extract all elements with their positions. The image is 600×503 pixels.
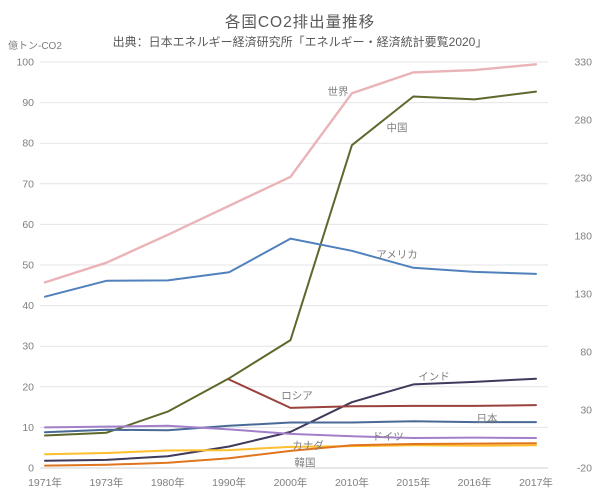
- left-axis-tick-label: 80: [22, 138, 34, 150]
- x-axis-tick-label: 2000年: [274, 476, 308, 489]
- series-label-china: 中国: [387, 121, 408, 134]
- series-label-usa: アメリカ: [376, 249, 417, 261]
- x-axis-ticks: 1971年 1973年 1980年 1990年 2000年 2010年 2015年 2016年…: [28, 476, 553, 489]
- right-axis-tick-label: 280: [574, 115, 592, 127]
- chart-title: 各国CO2排出量推移: [224, 14, 376, 31]
- series-label-canada: カナダ: [292, 439, 324, 452]
- series-label-germany: ドイツ: [372, 431, 404, 443]
- right-axis-tick-label: 230: [574, 173, 592, 185]
- series-label-india: インド: [418, 371, 450, 383]
- chart-subtitle: 出典：日本エネルギー経済研究所「エネルギー・経済統計要覧2020」: [112, 35, 488, 49]
- series-label-japan: 日本: [477, 412, 498, 425]
- series-line-germany: [44, 424, 537, 439]
- left-axis-tick-label: 20: [22, 381, 34, 393]
- series-line-russia: [228, 378, 537, 409]
- right-axis-tick-label: 30: [580, 405, 592, 417]
- series-line-canada: [44, 444, 537, 456]
- series-line-korea: [44, 442, 537, 467]
- left-axis-tick-label: 50: [22, 260, 34, 272]
- left-axis-tick-label: 90: [22, 97, 34, 109]
- series-label-korea: 韓国: [295, 457, 316, 469]
- left-axis-ticks: 0 10 20 30 40 50 60 70 80 90 100: [16, 57, 34, 475]
- series-line-india: [44, 377, 537, 462]
- left-axis-tick-label: 100: [16, 57, 34, 69]
- left-axis-tick-label: 30: [22, 341, 34, 353]
- series-line-world: [43, 63, 538, 284]
- x-axis-tick-label: 2017年: [519, 476, 553, 489]
- left-axis-tick-label: 60: [22, 219, 34, 231]
- x-axis-tick-label: 1990年: [212, 476, 246, 489]
- x-axis-tick-label: 2010年: [335, 476, 369, 489]
- right-axis-tick-label: 180: [574, 231, 592, 243]
- x-axis-tick-label: 1973年: [89, 476, 123, 489]
- series-label-world: 世界: [328, 86, 349, 98]
- right-axis-tick-label: 330: [574, 57, 592, 69]
- x-axis-tick-label: 2016年: [458, 476, 492, 489]
- left-axis-tick-label: 70: [22, 178, 34, 190]
- left-axis-tick-label: 0: [28, 463, 34, 475]
- right-axis-tick-label: 80: [580, 347, 592, 359]
- series-line-usa: [44, 237, 537, 298]
- right-axis-tick-label: 130: [574, 289, 592, 301]
- series-label-russia: ロシア: [281, 390, 313, 402]
- left-axis-tick-label: 40: [22, 300, 34, 312]
- left-axis-tick-label: 10: [22, 422, 34, 434]
- x-axis-tick-label: 1971年: [28, 476, 62, 489]
- x-axis-tick-label: 1980年: [151, 476, 185, 489]
- right-axis-tick-label: -20: [577, 463, 592, 475]
- right-axis-ticks: -20 30 80 130 180 230 280 330: [574, 57, 592, 475]
- left-axis-unit-label: 億トン-CO2: [8, 41, 62, 52]
- x-axis-tick-label: 2015年: [396, 476, 430, 489]
- series-line-japan: [44, 420, 537, 434]
